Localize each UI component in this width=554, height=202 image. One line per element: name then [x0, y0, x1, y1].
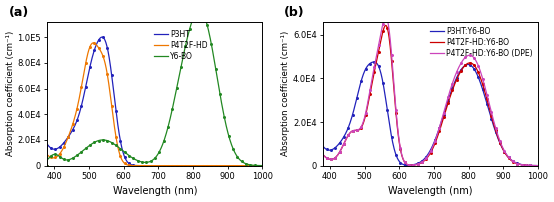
Y6-BO — [171, 99, 177, 102]
Line: P4T2F-HD:Y6-BO: P4T2F-HD:Y6-BO — [322, 25, 538, 166]
P4T2F-HD:Y6-BO — [535, 164, 542, 167]
P4T2F-HD — [43, 164, 50, 167]
P4T2F-HD — [171, 164, 178, 167]
P4T2F-HD:Y6-BO (DPE) — [375, 48, 381, 50]
P3HT:Y6-BO — [447, 93, 454, 96]
P4T2F-HD:Y6-BO (DPE) — [535, 164, 542, 167]
P4T2F-HD:Y6-BO (DPE) — [482, 88, 489, 90]
P3HT:Y6-BO — [482, 98, 489, 100]
P4T2F-HD — [142, 164, 148, 167]
P4T2F-HD — [188, 164, 195, 167]
P3HT — [99, 36, 106, 38]
P3HT — [81, 89, 88, 92]
Legend: P3HT:Y6-BO, P4T2F-HD:Y6-BO, P4T2F-HD:Y6-BO (DPE): P3HT:Y6-BO, P4T2F-HD:Y6-BO, P4T2F-HD:Y6-… — [428, 25, 534, 59]
P3HT — [207, 164, 213, 167]
Line: P3HT:Y6-BO: P3HT:Y6-BO — [322, 62, 538, 166]
P4T2F-HD — [90, 42, 96, 44]
Legend: P3HT, P4T2F-HD, Y6-BO: P3HT, P4T2F-HD, Y6-BO — [152, 28, 209, 62]
P3HT:Y6-BO — [464, 63, 470, 66]
P4T2F-HD — [81, 66, 88, 68]
Text: (b): (b) — [284, 6, 305, 19]
P4T2F-HD:Y6-BO — [482, 93, 489, 95]
P3HT:Y6-BO — [535, 164, 542, 167]
P3HT:Y6-BO — [319, 164, 326, 167]
X-axis label: Wavelength (nm): Wavelength (nm) — [388, 186, 473, 196]
P4T2F-HD:Y6-BO — [357, 127, 364, 130]
P4T2F-HD:Y6-BO (DPE) — [447, 89, 454, 92]
Y6-BO — [99, 139, 106, 141]
P4T2F-HD — [260, 164, 266, 167]
P3HT:Y6-BO — [357, 82, 364, 84]
P4T2F-HD:Y6-BO (DPE) — [417, 162, 424, 164]
P4T2F-HD:Y6-BO — [382, 24, 389, 27]
Y6-BO — [141, 161, 148, 164]
P3HT — [188, 164, 195, 167]
Line: Y6-BO: Y6-BO — [47, 10, 263, 166]
P3HT — [43, 164, 50, 167]
P4T2F-HD:Y6-BO (DPE) — [382, 16, 389, 18]
P4T2F-HD:Y6-BO — [417, 162, 424, 164]
Y-axis label: Absorption coefficient (cm⁻¹): Absorption coefficient (cm⁻¹) — [281, 31, 290, 156]
Text: (a): (a) — [9, 6, 29, 19]
P3HT:Y6-BO — [417, 161, 424, 163]
P4T2F-HD:Y6-BO (DPE) — [464, 55, 470, 57]
P4T2F-HD:Y6-BO — [375, 54, 381, 56]
X-axis label: Wavelength (nm): Wavelength (nm) — [112, 186, 197, 196]
Y6-BO — [43, 164, 50, 167]
Y6-BO — [196, 9, 203, 11]
P3HT:Y6-BO — [375, 64, 382, 67]
Y6-BO — [260, 164, 266, 167]
P3HT:Y6-BO — [371, 61, 377, 63]
Line: P4T2F-HD: P4T2F-HD — [47, 43, 263, 166]
P3HT — [142, 164, 148, 167]
P4T2F-HD:Y6-BO — [464, 63, 470, 65]
P4T2F-HD — [207, 164, 213, 167]
Y-axis label: Absorption coefficient (cm⁻¹): Absorption coefficient (cm⁻¹) — [6, 31, 14, 156]
P4T2F-HD:Y6-BO (DPE) — [357, 126, 364, 129]
P4T2F-HD:Y6-BO — [447, 96, 454, 98]
P4T2F-HD — [99, 54, 106, 56]
Line: P3HT: P3HT — [47, 37, 263, 166]
P4T2F-HD:Y6-BO (DPE) — [319, 164, 326, 167]
P3HT — [260, 164, 266, 167]
P4T2F-HD:Y6-BO — [319, 164, 326, 167]
Y6-BO — [81, 148, 88, 150]
Line: P4T2F-HD:Y6-BO (DPE): P4T2F-HD:Y6-BO (DPE) — [322, 17, 538, 166]
P3HT — [99, 36, 105, 38]
P3HT — [171, 164, 178, 167]
Y6-BO — [207, 36, 213, 38]
Y6-BO — [188, 23, 194, 25]
